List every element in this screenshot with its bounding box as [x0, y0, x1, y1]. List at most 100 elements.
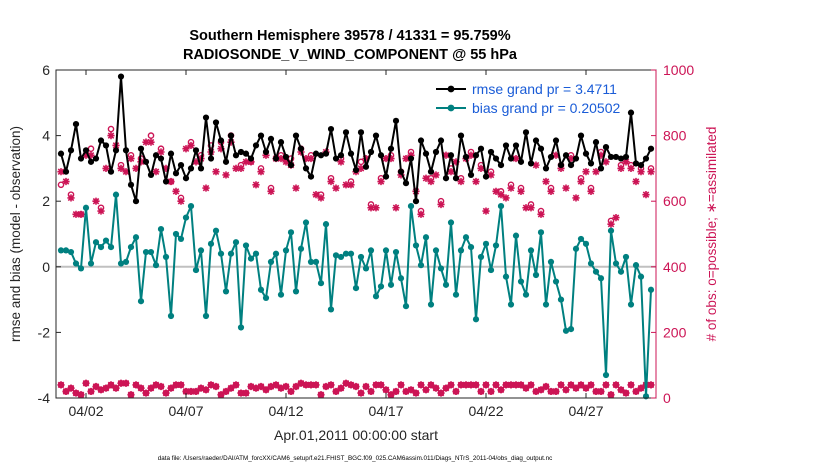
y-left-tick-label: 6	[42, 62, 50, 78]
assimilated-obs-point	[397, 381, 405, 389]
assimilated-obs-point	[172, 187, 180, 195]
assimilated-obs-point	[147, 384, 155, 392]
bias-point	[282, 247, 290, 254]
assimilated-obs-point	[387, 391, 395, 399]
rmse-point	[477, 145, 485, 152]
bias-point	[237, 324, 245, 331]
bias-point	[467, 244, 475, 251]
rmse-point	[152, 152, 160, 159]
bias-point	[542, 301, 550, 308]
bias-point	[532, 271, 540, 279]
bias-point	[617, 268, 625, 275]
bias-point	[187, 203, 195, 210]
y-left-tick-label: 0	[42, 259, 50, 275]
assimilated-obs-point	[277, 154, 285, 163]
assimilated-obs-point	[262, 386, 270, 394]
rmse-point	[382, 173, 390, 180]
assimilated-obs-point	[302, 154, 310, 163]
bias-point	[417, 262, 425, 269]
bias-point	[207, 240, 215, 247]
rmse-point	[337, 152, 345, 159]
rmse-point	[162, 178, 170, 185]
rmse-point	[622, 153, 630, 161]
assimilated-obs-point	[182, 387, 190, 396]
assimilated-obs-point	[367, 387, 375, 396]
assimilated-obs-point	[157, 382, 165, 391]
assimilated-obs-point	[187, 387, 195, 396]
y-left-tick-label: -2	[38, 324, 51, 340]
assimilated-obs-point	[227, 138, 235, 146]
rmse-point	[502, 142, 510, 149]
assimilated-obs-point	[607, 220, 615, 228]
assimilated-obs-point	[77, 391, 85, 399]
rmse-point	[67, 147, 75, 154]
rmse-point	[607, 153, 615, 161]
assimilated-obs-point	[532, 161, 540, 169]
assimilated-obs-point	[312, 381, 320, 389]
assimilated-obs-point	[197, 384, 205, 392]
rmse-point	[167, 150, 175, 157]
assimilated-obs-point	[277, 384, 285, 392]
assimilated-obs-point	[227, 384, 235, 392]
bias-point	[227, 250, 235, 257]
bias-point	[577, 235, 585, 243]
rmse-point	[492, 155, 500, 162]
rmse-point	[287, 162, 295, 169]
rmse-point	[342, 129, 350, 136]
bias-point	[612, 260, 620, 267]
bias-point	[607, 227, 615, 234]
assimilated-obs-point	[392, 204, 400, 212]
assimilated-obs-point	[262, 151, 270, 159]
assimilated-obs-point	[552, 151, 560, 159]
rmse-point	[187, 165, 195, 172]
bias-point	[622, 253, 630, 261]
assimilated-obs-point	[477, 164, 485, 172]
assimilated-obs-point	[447, 168, 455, 176]
assimilated-obs-point	[512, 381, 520, 389]
assimilated-obs-point	[267, 382, 275, 391]
assimilated-obs-point	[372, 381, 380, 389]
rmse-point	[292, 132, 300, 139]
bias-point	[422, 234, 430, 241]
rmse-point	[367, 148, 375, 156]
assimilated-obs-point	[162, 164, 170, 172]
rmse-point	[347, 150, 355, 157]
rmse-point	[487, 148, 495, 156]
assimilated-obs-point	[237, 389, 245, 397]
assimilated-obs-point	[212, 168, 220, 176]
bias-point	[427, 301, 435, 308]
rmse-point	[62, 168, 70, 175]
assimilated-obs-point	[537, 210, 545, 218]
rmse-point	[217, 137, 225, 144]
assimilated-obs-point	[292, 382, 300, 391]
assimilated-obs-point	[492, 381, 500, 389]
bias-point	[592, 268, 600, 275]
assimilated-obs-point	[447, 381, 455, 389]
assimilated-obs-point	[112, 384, 120, 392]
bias-point	[272, 250, 280, 257]
assimilated-obs-point	[342, 181, 350, 189]
y-axis-left-ticks: -4 -2 0 2 4 6	[38, 62, 61, 406]
legend-bias-marker	[447, 104, 455, 112]
rmse-point	[192, 147, 200, 154]
rmse-point	[417, 137, 425, 144]
assimilated-obs-point	[582, 384, 590, 392]
y-right-tick-label: 600	[663, 193, 687, 209]
rmse-point	[572, 155, 580, 162]
rmse-point	[72, 121, 80, 128]
bias-point	[62, 247, 70, 254]
rmse-point	[357, 129, 365, 136]
assimilated-obs-point	[72, 389, 80, 397]
assimilated-obs-point	[177, 381, 185, 389]
rmse-point	[552, 137, 560, 144]
assimilated-obs-point	[437, 200, 445, 209]
rmse-point	[142, 158, 150, 165]
rmse-point	[237, 148, 245, 156]
rmse-point	[467, 171, 475, 179]
assimilated-obs-point	[507, 184, 515, 192]
assimilated-obs-point	[87, 387, 95, 396]
assimilated-obs-point	[407, 151, 415, 159]
rmse-point	[182, 175, 190, 182]
bias-point	[582, 240, 590, 247]
assimilated-obs-point	[372, 204, 380, 212]
